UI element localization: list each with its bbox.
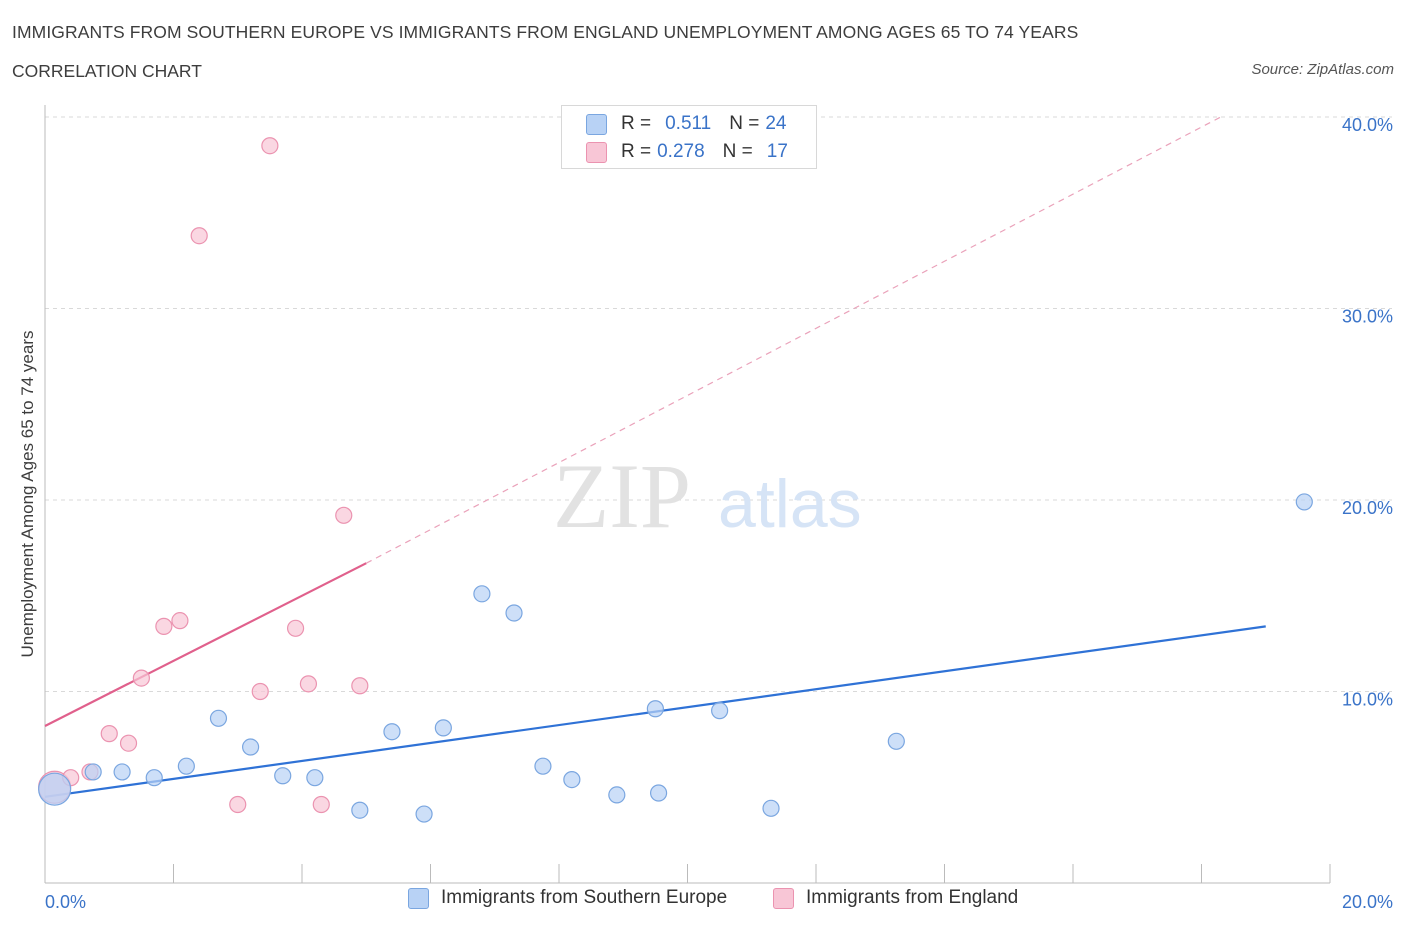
x-tick-label: 0.0% bbox=[45, 892, 86, 912]
point-southern-europe bbox=[351, 801, 369, 819]
point-southern-europe bbox=[1295, 493, 1313, 511]
point-england bbox=[299, 675, 318, 693]
trend-line-england bbox=[44, 562, 367, 727]
y-tick-label: 20.0% bbox=[1342, 498, 1393, 518]
bottom-legend-southern-europe: Immigrants from Southern Europe bbox=[408, 887, 727, 909]
point-southern-europe bbox=[762, 799, 780, 817]
point-england bbox=[229, 795, 247, 814]
tick-labels: 10.0% 20.0% 30.0% 40.0% 0.0% 20.0% bbox=[45, 115, 1393, 912]
point-england bbox=[351, 677, 369, 695]
point-southern-europe bbox=[274, 767, 292, 785]
point-southern-europe bbox=[113, 763, 131, 781]
point-southern-europe bbox=[383, 723, 401, 741]
legend-row-southern-europe: R = 0.511 N = 24 bbox=[586, 112, 787, 136]
point-southern-europe bbox=[505, 604, 523, 622]
trend-extension-england bbox=[365, 116, 1222, 564]
point-southern-europe bbox=[563, 770, 581, 789]
data-points bbox=[38, 137, 1313, 823]
legend-n-value: 17 bbox=[766, 141, 788, 162]
point-southern-europe bbox=[84, 763, 102, 781]
point-england bbox=[312, 795, 330, 814]
gridlines bbox=[45, 116, 1392, 692]
legend-row-england: R = 0.278 N = 17 bbox=[586, 140, 788, 164]
point-england bbox=[155, 617, 173, 635]
chart-title: IMMIGRANTS FROM SOUTHERN EUROPE VS IMMIG… bbox=[12, 22, 1079, 42]
bottom-legend-swatch-pink bbox=[773, 887, 794, 909]
point-southern-europe bbox=[38, 772, 72, 806]
point-england bbox=[286, 619, 305, 637]
point-southern-europe bbox=[434, 719, 452, 737]
y-axis-label: Unemployment Among Ages 65 to 74 years bbox=[18, 331, 37, 658]
point-southern-europe bbox=[209, 709, 228, 727]
legend: R = 0.511 N = 24 R = 0.278 N = 17 bbox=[561, 105, 817, 169]
axes bbox=[44, 105, 1331, 884]
point-england bbox=[100, 725, 118, 743]
y-tick-label: 10.0% bbox=[1342, 690, 1393, 710]
watermark-zip: ZIP bbox=[553, 445, 691, 547]
legend-r-label: R = bbox=[621, 141, 652, 162]
bottom-legend-label: Immigrants from Southern Europe bbox=[441, 887, 728, 908]
point-southern-europe bbox=[415, 805, 433, 823]
point-england bbox=[261, 137, 279, 155]
point-southern-europe bbox=[711, 702, 729, 720]
point-england bbox=[190, 227, 208, 245]
x-tick-label: 20.0% bbox=[1342, 892, 1393, 912]
point-england bbox=[119, 734, 138, 752]
point-england bbox=[171, 612, 189, 630]
point-southern-europe bbox=[145, 769, 163, 787]
point-southern-europe bbox=[242, 738, 260, 756]
point-southern-europe bbox=[534, 757, 552, 775]
legend-swatch-blue bbox=[586, 113, 607, 135]
chart-subtitle: CORRELATION CHART bbox=[12, 61, 202, 81]
legend-swatch-pink bbox=[586, 141, 607, 163]
legend-r-label: R = bbox=[621, 113, 652, 134]
point-england bbox=[335, 506, 353, 524]
legend-r-value: 0.511 bbox=[665, 113, 712, 134]
point-southern-europe bbox=[646, 700, 664, 718]
point-southern-europe bbox=[887, 732, 905, 750]
point-southern-europe bbox=[473, 585, 491, 603]
point-england bbox=[132, 669, 150, 687]
legend-n-value: 24 bbox=[765, 113, 787, 134]
point-southern-europe bbox=[306, 769, 324, 787]
y-tick-label: 40.0% bbox=[1342, 115, 1393, 135]
bottom-legend-label: Immigrants from England bbox=[806, 887, 1019, 908]
point-southern-europe bbox=[649, 784, 668, 802]
y-tick-label: 30.0% bbox=[1342, 307, 1393, 327]
watermark-atlas: atlas bbox=[718, 466, 862, 542]
bottom-legend-england: Immigrants from England bbox=[773, 887, 1018, 909]
legend-n-label: N = bbox=[729, 113, 760, 134]
point-southern-europe bbox=[177, 757, 195, 775]
point-southern-europe bbox=[608, 786, 626, 804]
source-label: Source: ZipAtlas.com bbox=[1251, 61, 1394, 78]
bottom-legend-swatch-blue bbox=[408, 887, 429, 909]
legend-n-label: N = bbox=[722, 141, 753, 162]
legend-r-value: 0.278 bbox=[657, 141, 705, 162]
point-england bbox=[251, 682, 269, 701]
